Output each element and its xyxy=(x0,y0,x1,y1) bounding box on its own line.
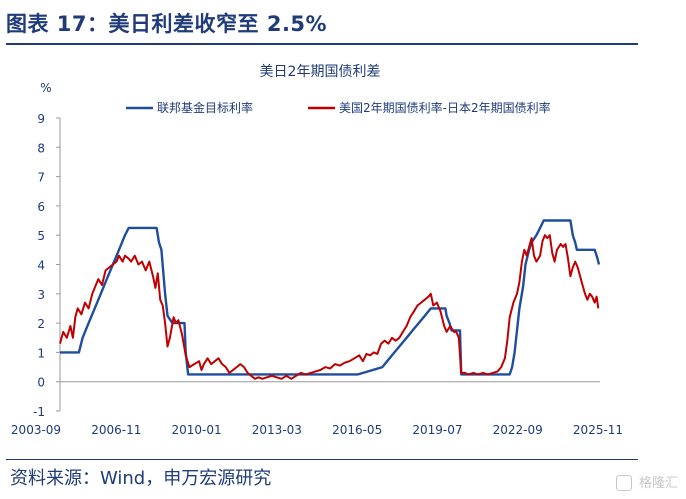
series-line-1 xyxy=(60,219,601,376)
watermark: 格隆汇 xyxy=(615,472,678,491)
x-tick-label: 2010-01 xyxy=(172,423,222,437)
y-tick-label: 3 xyxy=(37,288,45,302)
y-tick-label: 1 xyxy=(37,346,45,360)
legend-label-1: 联邦基金目标利率 xyxy=(157,100,253,115)
y-tick-label: 4 xyxy=(37,259,45,273)
x-tick-label: 2022-09 xyxy=(493,423,543,437)
x-tick-label: 2003-09 xyxy=(11,423,61,437)
figure-title: 图表 17：美日利差收窄至 2.5% xyxy=(6,12,328,36)
y-tick-label: 2 xyxy=(37,317,45,331)
source-note: 资料来源：Wind，申万宏源研究 xyxy=(10,468,272,489)
y-axis-unit: % xyxy=(40,81,51,95)
y-tick-label: 7 xyxy=(37,171,45,185)
y-tick-label: 5 xyxy=(37,229,45,243)
title-rule xyxy=(6,43,638,45)
axes: -1 0 1 2 3 4 5 6 7 8 9 2003-09 2006-11 2010-01 2013-03… xyxy=(11,112,623,437)
y-tick-label: -1 xyxy=(33,405,45,419)
chart-title: 美日2年期国债利差 xyxy=(260,64,381,80)
series-layer xyxy=(59,219,601,380)
legend: 联邦基金目标利率 美国2年期国债利率-日本2年期国债利率 xyxy=(126,100,551,115)
y-tick-label: 0 xyxy=(37,376,45,390)
y-tick-label: 6 xyxy=(37,200,45,214)
x-tick-label: 2016-05 xyxy=(332,423,382,437)
chart: 美日2年期国债利差 % 联邦基金目标利率 美国2年期国债利率-日本2年期国债利率 … xyxy=(11,64,623,437)
watermark-logo-icon xyxy=(615,475,632,491)
x-tick-label: 2006-11 xyxy=(91,423,141,437)
y-tick-label: 8 xyxy=(37,141,45,155)
y-tick-label: 9 xyxy=(37,112,45,126)
x-tick-label: 2025-11 xyxy=(573,423,623,437)
legend-label-2: 美国2年期国债利率-日本2年期国债利率 xyxy=(339,100,551,115)
series-line-2 xyxy=(59,234,600,380)
x-tick-label: 2013-03 xyxy=(252,423,302,437)
source-rule xyxy=(6,459,638,460)
x-tick-label: 2019-07 xyxy=(412,423,462,437)
watermark-text: 格隆汇 xyxy=(638,475,678,491)
